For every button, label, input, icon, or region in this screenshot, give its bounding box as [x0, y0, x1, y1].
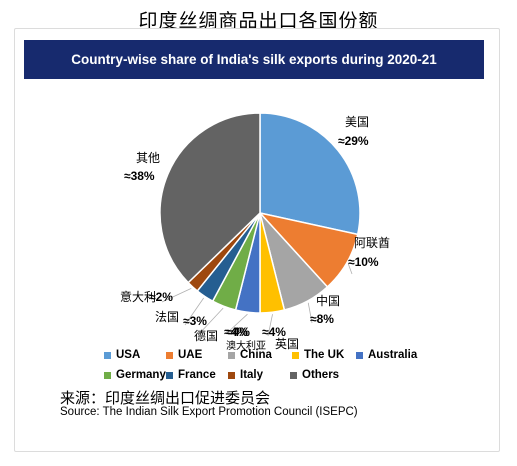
leader-line	[184, 297, 204, 326]
slice-value-label: ≈10%	[348, 255, 379, 269]
slice-name-label: 澳大利亚	[226, 339, 266, 352]
legend-label: China	[240, 349, 272, 361]
leader-line	[161, 288, 192, 303]
legend-item-usa: USA	[104, 349, 166, 361]
slice-name-label: 美国	[345, 115, 369, 129]
legend-item-china: China	[228, 349, 292, 361]
leader-line	[198, 307, 224, 335]
slice-name-label: 其他	[136, 151, 160, 165]
leader-line	[267, 314, 273, 337]
legend-label: France	[178, 369, 216, 381]
slice-name-label: 阿联酋	[354, 235, 390, 250]
legend-row: USA UAE China The UK Australia	[104, 345, 434, 365]
slice-value-label: ≈2%	[149, 290, 173, 304]
legend-label: USA	[116, 349, 141, 361]
legend-item-australia: Australia	[356, 349, 426, 361]
legend-item-uae: UAE	[166, 349, 228, 361]
chart-title-banner: Country-wise share of India's silk expor…	[24, 40, 484, 79]
source-english: Source: The Indian Silk Export Promotion…	[60, 406, 358, 418]
legend-item-italy: Italy	[228, 369, 290, 381]
legend-item-germany: Germany	[104, 369, 166, 381]
legend-item-others: Others	[290, 369, 360, 381]
slice-name-label: 中国	[316, 293, 340, 308]
leader-line	[347, 263, 353, 275]
slice-value-label: ≈3%	[183, 314, 207, 328]
pie-slice-others	[159, 112, 261, 284]
legend-swatch	[166, 351, 173, 359]
legend-label: Australia	[368, 349, 418, 361]
slice-name-label: 英国	[275, 337, 299, 351]
legend-row: Germany France Italy Others	[104, 365, 434, 385]
legend-swatch	[228, 371, 235, 379]
legend-swatch	[290, 371, 297, 379]
slice-value-label: ≈4%	[226, 325, 250, 339]
slice-name-label: 法国	[155, 310, 179, 324]
chart-title: Country-wise share of India's silk expor…	[71, 52, 437, 67]
slice-value-label: ≈4%	[224, 325, 248, 339]
page-title: 印度丝绸商品出口各国份额	[138, 10, 379, 32]
legend-label: UAE	[178, 349, 203, 361]
slice-name-label: 德国	[194, 328, 218, 343]
legend-item-the-uk: The UK	[292, 349, 356, 361]
legend-swatch	[228, 351, 235, 359]
legend: USA UAE China The UK Australia Germany France…	[104, 345, 434, 385]
legend-swatch	[104, 371, 111, 379]
slice-value-label: ≈8%	[310, 312, 334, 326]
legend-label: The UK	[304, 349, 345, 361]
legend-swatch	[292, 351, 299, 359]
leader-line	[226, 313, 248, 334]
legend-label: Others	[302, 369, 340, 381]
leader-line	[307, 302, 313, 324]
slice-value-label: ≈29%	[338, 134, 369, 148]
legend-swatch	[104, 351, 111, 359]
legend-swatch	[166, 371, 173, 379]
slice-value-label: ≈4%	[262, 325, 286, 339]
pie-slice-usa	[259, 112, 361, 236]
legend-item-france: France	[166, 369, 228, 381]
source-chinese: 来源：印度丝绸出口促进委员会	[60, 389, 271, 407]
legend-label: Germany	[116, 369, 166, 381]
legend-label: Italy	[240, 369, 264, 381]
legend-swatch	[356, 351, 363, 359]
slice-value-label: ≈38%	[124, 169, 155, 183]
slice-name-label: 意大利	[120, 289, 156, 304]
